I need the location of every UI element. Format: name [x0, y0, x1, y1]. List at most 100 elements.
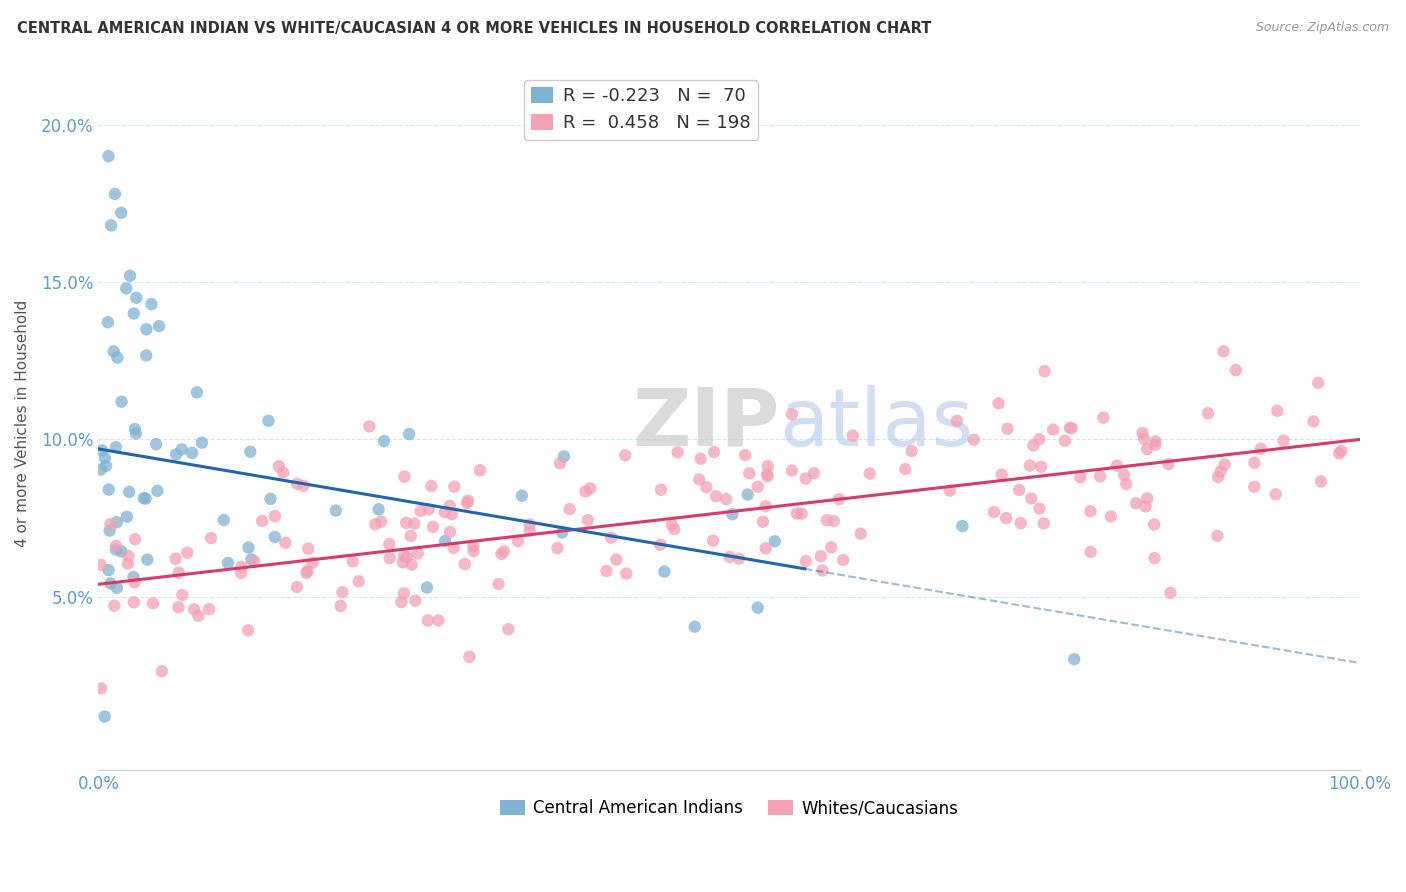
Point — [721, 507, 744, 521]
Point — [110, 544, 132, 558]
Point — [551, 525, 574, 540]
Text: ZIP: ZIP — [633, 384, 779, 463]
Point — [790, 507, 813, 521]
Point — [1031, 459, 1053, 474]
Point — [124, 575, 146, 590]
Point — [122, 307, 145, 321]
Point — [1059, 421, 1081, 435]
Point — [124, 533, 146, 547]
Point — [1099, 509, 1122, 524]
Point — [614, 566, 637, 581]
Point — [132, 491, 155, 506]
Point — [1018, 458, 1040, 473]
Point — [1327, 446, 1350, 460]
Point — [1132, 425, 1154, 440]
Point — [1133, 432, 1156, 446]
Point — [97, 315, 120, 329]
Point — [118, 268, 141, 283]
Point — [683, 620, 706, 634]
Point — [90, 462, 112, 476]
Point — [946, 414, 969, 428]
Point — [239, 444, 262, 458]
Point — [454, 557, 477, 571]
Point — [820, 541, 842, 555]
Point — [605, 552, 627, 566]
Legend: Central American Indians, Whites/Caucasians: Central American Indians, Whites/Caucasi… — [494, 793, 965, 824]
Point — [122, 570, 145, 584]
Point — [297, 541, 319, 556]
Point — [1060, 421, 1083, 435]
Point — [332, 585, 354, 599]
Point — [579, 481, 602, 495]
Point — [135, 349, 157, 363]
Point — [389, 595, 412, 609]
Point — [983, 505, 1005, 519]
Point — [439, 524, 461, 539]
Point — [1135, 500, 1157, 514]
Point — [1090, 469, 1112, 483]
Point — [142, 596, 165, 610]
Point — [347, 574, 370, 589]
Point — [285, 476, 308, 491]
Point — [117, 549, 139, 563]
Point — [1157, 457, 1180, 471]
Point — [1225, 363, 1247, 377]
Point — [650, 538, 672, 552]
Point — [595, 564, 617, 578]
Point — [1144, 434, 1167, 449]
Point — [491, 547, 513, 561]
Point — [810, 549, 832, 564]
Point — [170, 442, 193, 457]
Point — [995, 422, 1018, 436]
Point — [103, 344, 125, 359]
Point — [1310, 475, 1333, 489]
Point — [172, 588, 194, 602]
Point — [755, 541, 778, 556]
Point — [135, 322, 157, 336]
Point — [1136, 442, 1159, 456]
Point — [124, 422, 146, 436]
Point — [756, 458, 779, 473]
Point — [519, 517, 541, 532]
Point — [849, 526, 872, 541]
Point — [763, 534, 786, 549]
Point — [1212, 344, 1234, 359]
Point — [1069, 470, 1091, 484]
Point — [519, 524, 541, 538]
Point — [191, 435, 214, 450]
Point — [1010, 516, 1032, 531]
Point — [614, 448, 637, 462]
Point — [364, 517, 387, 532]
Point — [1042, 423, 1064, 437]
Point — [125, 291, 148, 305]
Point — [702, 533, 724, 548]
Point — [1243, 480, 1265, 494]
Point — [574, 484, 596, 499]
Point — [664, 522, 686, 536]
Point — [1125, 496, 1147, 510]
Point — [422, 520, 444, 534]
Point — [401, 558, 423, 572]
Point — [97, 563, 120, 577]
Point — [105, 539, 128, 553]
Point — [689, 451, 711, 466]
Point — [439, 499, 461, 513]
Point — [105, 515, 128, 529]
Point — [94, 450, 117, 465]
Point — [457, 493, 479, 508]
Point — [105, 351, 128, 365]
Point — [404, 593, 426, 607]
Point — [747, 600, 769, 615]
Point — [433, 505, 456, 519]
Point — [217, 556, 239, 570]
Point — [1080, 504, 1102, 518]
Point — [420, 479, 443, 493]
Point — [823, 514, 845, 528]
Point — [1021, 491, 1043, 506]
Point — [506, 534, 529, 549]
Point — [963, 433, 986, 447]
Point — [1063, 652, 1085, 666]
Point — [98, 517, 121, 532]
Point — [167, 600, 190, 615]
Point — [115, 509, 138, 524]
